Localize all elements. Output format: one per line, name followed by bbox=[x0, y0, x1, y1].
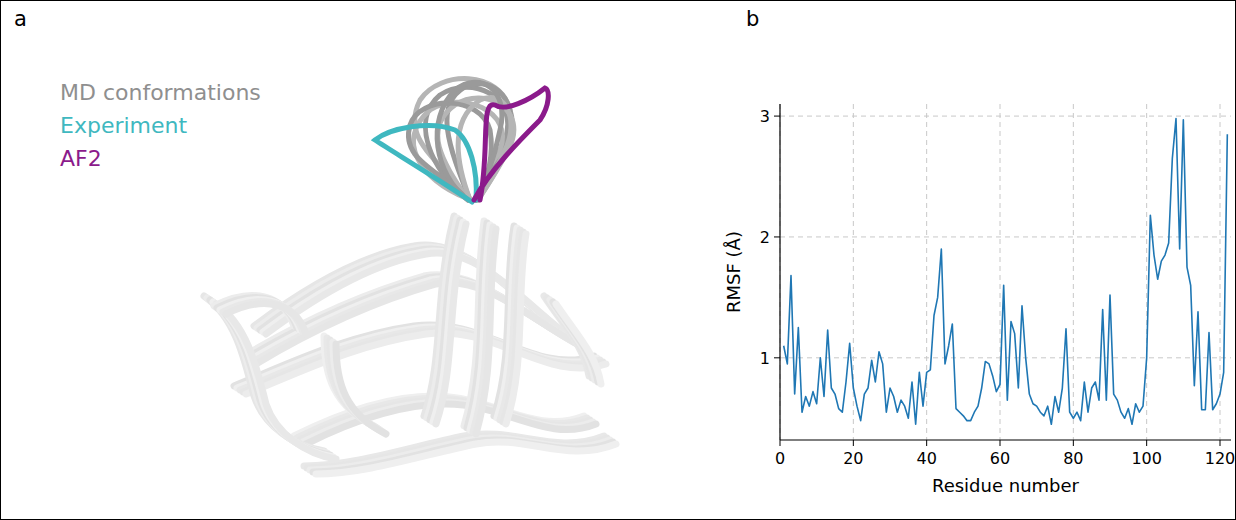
tick-mark bbox=[1146, 440, 1147, 446]
panel-label: b bbox=[746, 7, 759, 31]
ribbon bbox=[556, 304, 601, 384]
ribbon bbox=[226, 304, 306, 334]
tick-mark bbox=[926, 440, 927, 446]
ribbon bbox=[316, 442, 616, 474]
tick-label: 40 bbox=[916, 449, 936, 468]
ribbon bbox=[436, 224, 466, 424]
tick-label: 20 bbox=[843, 449, 863, 468]
rmsf-chart: 0 20 40 60 80 100 120 1 2 3 Residue number RMSF (Å) bbox=[723, 104, 1235, 496]
y-axis bbox=[779, 104, 780, 440]
grid-line bbox=[1073, 104, 1074, 440]
tick-label: 80 bbox=[1063, 449, 1083, 468]
legend-label: AF2 bbox=[60, 146, 102, 171]
md-loop bbox=[437, 82, 502, 200]
tick-label: 100 bbox=[1131, 449, 1162, 468]
ribbon bbox=[213, 302, 333, 457]
tick-mark bbox=[1000, 440, 1001, 446]
x-axis-title: Residue number bbox=[932, 475, 1080, 496]
tick-mark bbox=[774, 116, 780, 117]
grid-line bbox=[780, 236, 1231, 237]
tick-mark bbox=[853, 440, 854, 446]
panel-label: a bbox=[14, 7, 27, 31]
grid-line bbox=[780, 104, 781, 440]
tick-mark bbox=[1073, 440, 1074, 446]
x-axis bbox=[780, 439, 1231, 440]
grid-line bbox=[1000, 104, 1001, 440]
structure-render bbox=[204, 79, 616, 474]
tick-mark bbox=[780, 440, 781, 446]
figure: a MD conformations Experiment AF2 b 0 20 40 60 80… bbox=[0, 0, 1236, 520]
tick-label: 1 bbox=[760, 349, 770, 368]
ribbon bbox=[207, 298, 327, 453]
ribbon bbox=[246, 333, 606, 394]
tick-label: 0 bbox=[775, 449, 785, 468]
legend-label: Experiment bbox=[60, 113, 187, 138]
tick-mark bbox=[774, 357, 780, 358]
tick-mark bbox=[774, 236, 780, 237]
ribbon bbox=[210, 300, 330, 455]
grid-line bbox=[926, 104, 927, 440]
grid-line bbox=[1146, 104, 1147, 440]
data-group bbox=[784, 119, 1228, 425]
tick-label: 3 bbox=[760, 107, 770, 126]
ribbon bbox=[216, 304, 336, 459]
ribbon bbox=[336, 344, 386, 434]
legend-label: MD conformations bbox=[60, 80, 261, 105]
af2-loop bbox=[474, 88, 548, 200]
y-axis-title: RMSF (Å) bbox=[723, 231, 744, 313]
grid-line bbox=[780, 116, 1231, 117]
tick-label: 60 bbox=[990, 449, 1010, 468]
experiment-loop bbox=[375, 125, 476, 202]
tick-mark bbox=[1220, 440, 1221, 446]
ribbon bbox=[476, 229, 496, 434]
ribbon bbox=[506, 234, 526, 424]
tick-label: 120 bbox=[1205, 449, 1236, 468]
ribbon bbox=[204, 296, 324, 451]
tick-label: 2 bbox=[760, 228, 770, 247]
rmsf-line bbox=[784, 119, 1228, 425]
figure-frame bbox=[1, 1, 1236, 520]
